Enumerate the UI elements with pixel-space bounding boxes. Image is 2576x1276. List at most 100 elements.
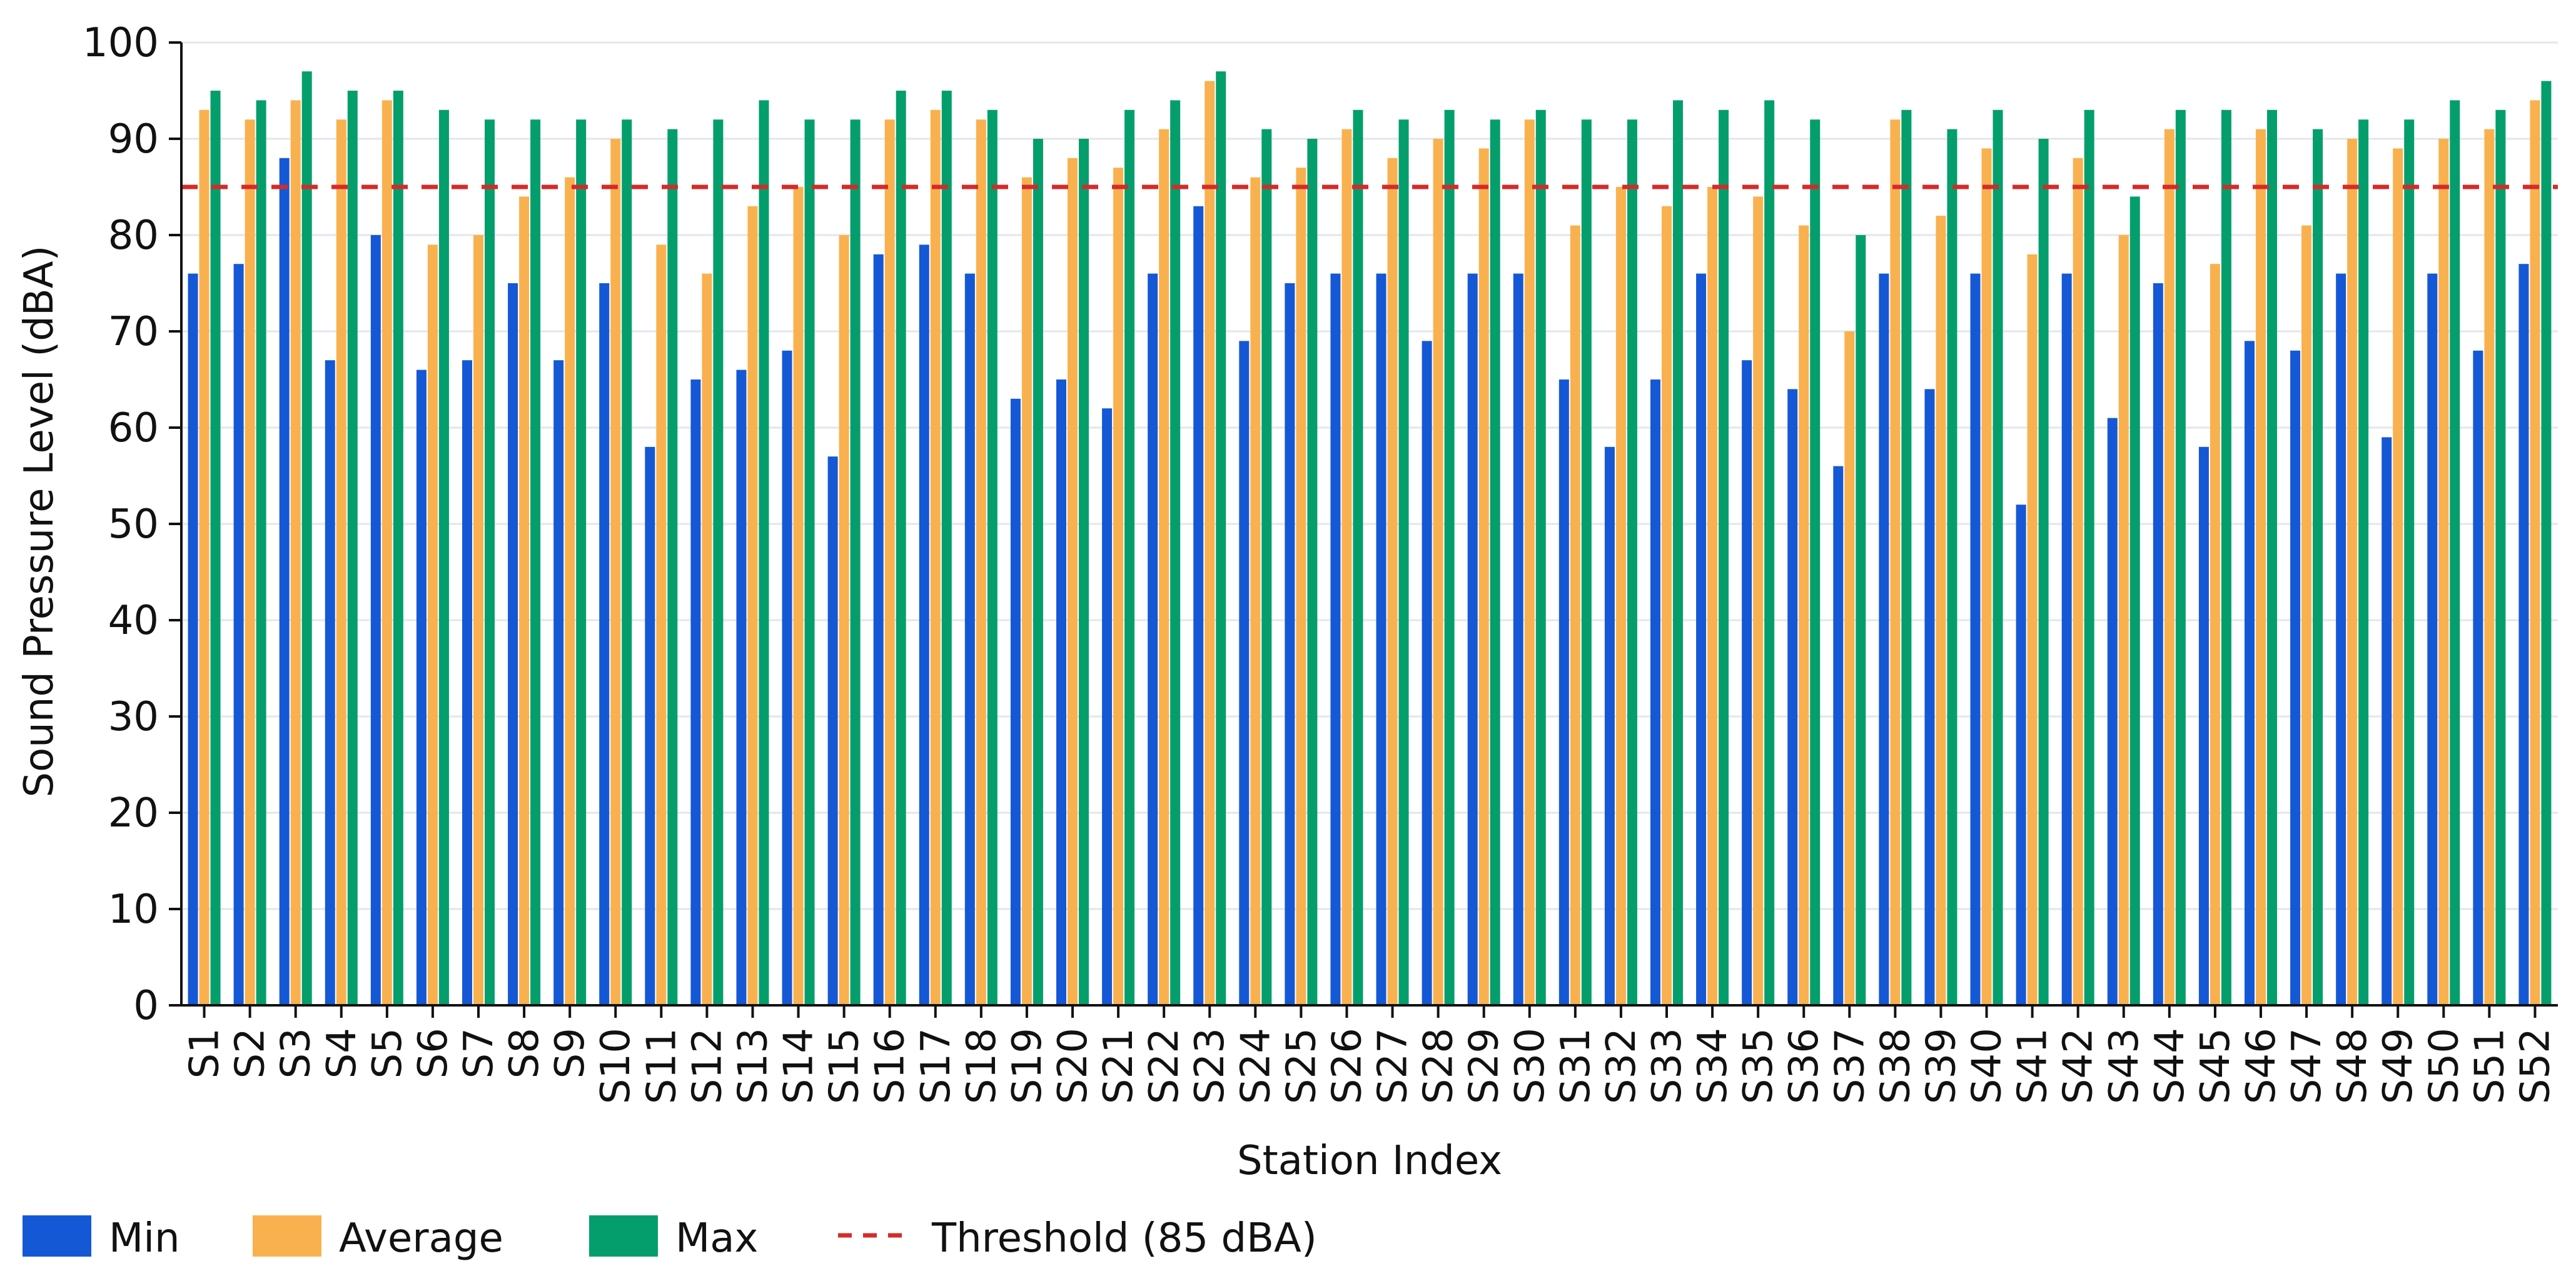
y-axis-title: Sound Pressure Level (dBA): [16, 245, 63, 797]
bar-max-s40: [1993, 109, 2003, 1005]
bar-min-s18: [964, 273, 975, 1006]
bar-min-s37: [1833, 466, 1844, 1005]
bar-average-s8: [519, 196, 530, 1005]
x-tick-label: S49: [2375, 1028, 2422, 1104]
x-tick-label: S7: [456, 1028, 502, 1078]
x-tick-label: S30: [1507, 1028, 1553, 1104]
x-tick-label: S9: [547, 1028, 593, 1078]
bar-average-s52: [2530, 100, 2540, 1005]
y-tick-label: 50: [108, 501, 159, 548]
bar-max-s44: [2175, 109, 2186, 1005]
legend-label-threshold: Threshold (85 dBA): [931, 1215, 1317, 1262]
bar-max-s39: [1947, 129, 1957, 1006]
bar-max-s27: [1398, 119, 1409, 1006]
bar-min-s43: [2107, 418, 2118, 1005]
y-tick-label: 70: [108, 309, 159, 355]
bar-average-s9: [565, 177, 575, 1006]
bar-min-s31: [1558, 379, 1569, 1005]
bar-max-s14: [804, 119, 815, 1006]
bar-average-s17: [930, 109, 941, 1005]
bar-average-s25: [1296, 168, 1306, 1006]
bar-max-s33: [1673, 100, 1683, 1005]
x-tick-label: S2: [228, 1028, 274, 1078]
x-tick-label: S46: [2238, 1028, 2285, 1104]
bar-max-s31: [1581, 119, 1592, 1006]
bar-min-s38: [1879, 273, 1889, 1006]
bar-min-s22: [1148, 273, 1158, 1006]
bar-min-s21: [1102, 408, 1113, 1005]
bar-average-s38: [1890, 119, 1901, 1006]
bar-average-s5: [381, 100, 392, 1005]
bar-average-s26: [1341, 129, 1352, 1006]
bar-min-s20: [1056, 379, 1066, 1005]
x-tick-label: S47: [2284, 1028, 2330, 1104]
bar-max-s22: [1170, 100, 1181, 1005]
bar-min-s46: [2245, 341, 2255, 1005]
x-tick-label: S21: [1096, 1028, 1142, 1104]
bar-min-s17: [919, 244, 929, 1005]
bar-max-s20: [1079, 139, 1089, 1005]
bar-min-s26: [1330, 273, 1341, 1006]
x-tick-label: S31: [1553, 1028, 1599, 1104]
x-tick-label: S18: [959, 1028, 1005, 1104]
bar-max-s46: [2267, 109, 2277, 1005]
bar-average-s15: [839, 235, 849, 1005]
bar-average-s12: [702, 273, 712, 1006]
bar-max-s3: [301, 71, 312, 1006]
bar-min-s23: [1193, 206, 1204, 1005]
x-tick-label: S6: [410, 1028, 457, 1078]
bar-average-s46: [2256, 129, 2266, 1006]
y-tick-label: 0: [133, 983, 159, 1029]
x-tick-label: S45: [2193, 1028, 2239, 1104]
bar-min-s10: [599, 283, 610, 1005]
bar-min-s34: [1696, 273, 1707, 1006]
bar-max-s1: [210, 91, 221, 1005]
bar-max-s32: [1627, 119, 1637, 1006]
bar-average-s2: [245, 119, 255, 1006]
x-tick-label: S37: [1827, 1028, 1873, 1104]
bar-max-s42: [2084, 109, 2094, 1005]
y-tick-label: 100: [83, 20, 159, 66]
bar-max-s41: [2038, 139, 2049, 1005]
bar-average-s16: [884, 119, 895, 1006]
bar-average-s27: [1387, 158, 1398, 1005]
bar-min-s49: [2382, 437, 2392, 1005]
legend-swatch-min: [23, 1215, 91, 1257]
bar-min-s25: [1285, 283, 1295, 1005]
bar-min-s39: [1924, 389, 1935, 1005]
bar-max-s6: [438, 109, 449, 1005]
bar-min-s40: [1970, 273, 1981, 1006]
bar-min-s7: [462, 360, 472, 1006]
x-tick-label: S11: [639, 1028, 685, 1104]
bar-max-s50: [2450, 100, 2460, 1005]
bar-min-s44: [2153, 283, 2163, 1005]
bar-max-s8: [530, 119, 541, 1006]
bar-min-s24: [1239, 341, 1250, 1005]
bar-min-s47: [2290, 350, 2301, 1005]
x-tick-label: S26: [1324, 1028, 1370, 1104]
x-tick-label: S13: [730, 1028, 776, 1104]
bar-min-s48: [2336, 273, 2346, 1006]
x-tick-label: S33: [1644, 1028, 1690, 1104]
bar-average-s10: [610, 139, 621, 1005]
bar-min-s32: [1604, 446, 1615, 1005]
bars: [188, 71, 2552, 1006]
bar-max-s17: [941, 91, 952, 1005]
x-tick-label: S32: [1599, 1028, 1645, 1104]
bar-max-s36: [1810, 119, 1821, 1006]
x-tick-label: S44: [2147, 1028, 2193, 1104]
bar-average-s24: [1250, 177, 1261, 1006]
bar-average-s36: [1799, 225, 1809, 1006]
bar-max-s2: [256, 100, 266, 1005]
bar-average-s1: [199, 109, 210, 1005]
legend-swatch-average: [253, 1215, 321, 1257]
bar-max-s7: [485, 119, 495, 1006]
bar-max-s28: [1444, 109, 1455, 1005]
x-tick-label: S52: [2512, 1028, 2558, 1104]
bar-average-s4: [336, 119, 346, 1006]
x-tick-label: S28: [1416, 1028, 1462, 1104]
x-tick-label: S42: [2056, 1028, 2102, 1104]
x-tick-label: S29: [1462, 1028, 1508, 1104]
bar-average-s44: [2164, 129, 2174, 1006]
